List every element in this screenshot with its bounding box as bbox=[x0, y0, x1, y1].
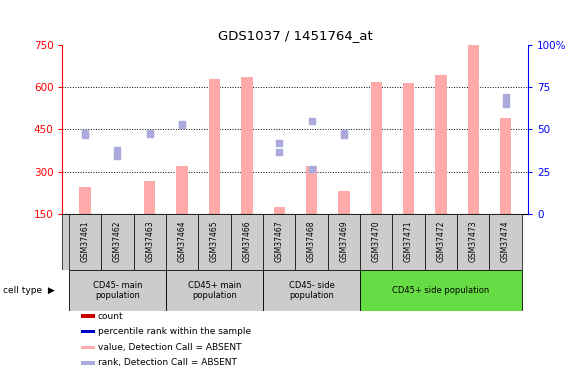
Text: CD45- main
population: CD45- main population bbox=[93, 281, 142, 300]
Bar bbox=[360, 214, 392, 270]
Bar bbox=[338, 191, 349, 214]
Point bbox=[307, 166, 316, 172]
Bar bbox=[209, 79, 220, 214]
Point bbox=[178, 122, 187, 128]
Bar bbox=[467, 45, 479, 214]
Bar bbox=[144, 182, 156, 214]
Bar bbox=[500, 118, 511, 214]
Text: rank, Detection Call = ABSENT: rank, Detection Call = ABSENT bbox=[98, 358, 237, 368]
Bar bbox=[435, 75, 446, 214]
Bar bbox=[81, 346, 95, 349]
Bar bbox=[425, 214, 457, 270]
Point bbox=[501, 94, 510, 100]
Text: CD45+ side population: CD45+ side population bbox=[392, 286, 490, 295]
Text: CD45+ main
population: CD45+ main population bbox=[188, 281, 241, 300]
Text: GSM37461: GSM37461 bbox=[81, 220, 90, 262]
Point bbox=[81, 132, 90, 138]
Bar bbox=[81, 361, 95, 364]
Point bbox=[307, 118, 316, 124]
Bar bbox=[69, 270, 166, 311]
Text: GSM37466: GSM37466 bbox=[243, 220, 252, 262]
Point bbox=[275, 149, 284, 155]
Bar bbox=[457, 214, 490, 270]
Point bbox=[113, 153, 122, 159]
Bar bbox=[81, 330, 95, 333]
Bar bbox=[490, 214, 522, 270]
Bar bbox=[263, 270, 360, 311]
Text: GSM37467: GSM37467 bbox=[275, 220, 283, 262]
Text: GSM37464: GSM37464 bbox=[178, 220, 187, 262]
Bar bbox=[101, 214, 133, 270]
Bar bbox=[360, 270, 522, 311]
Bar bbox=[166, 270, 263, 311]
Point bbox=[339, 132, 348, 138]
Text: percentile rank within the sample: percentile rank within the sample bbox=[98, 327, 251, 336]
Point bbox=[178, 122, 187, 128]
Point bbox=[145, 130, 154, 136]
Text: GSM37474: GSM37474 bbox=[501, 220, 510, 262]
Text: GSM37471: GSM37471 bbox=[404, 220, 413, 262]
Bar bbox=[166, 214, 198, 270]
Text: GSM37462: GSM37462 bbox=[113, 220, 122, 262]
Bar bbox=[392, 214, 425, 270]
Point bbox=[145, 130, 154, 136]
Text: cell type  ▶: cell type ▶ bbox=[3, 286, 55, 295]
Text: GSM37468: GSM37468 bbox=[307, 220, 316, 262]
Point bbox=[275, 140, 284, 146]
Text: CD45- side
population: CD45- side population bbox=[289, 281, 335, 300]
Text: count: count bbox=[98, 312, 123, 321]
Bar bbox=[295, 214, 328, 270]
Bar bbox=[263, 214, 295, 270]
Bar bbox=[274, 207, 285, 214]
Point bbox=[501, 101, 510, 107]
Bar bbox=[133, 214, 166, 270]
Text: GSM37463: GSM37463 bbox=[145, 220, 154, 262]
Text: GSM37465: GSM37465 bbox=[210, 220, 219, 262]
Title: GDS1037 / 1451764_at: GDS1037 / 1451764_at bbox=[218, 30, 373, 42]
Text: GSM37469: GSM37469 bbox=[339, 220, 348, 262]
Text: GSM37472: GSM37472 bbox=[436, 220, 445, 262]
Bar bbox=[370, 82, 382, 214]
Point bbox=[339, 130, 348, 136]
Bar bbox=[69, 214, 101, 270]
Bar bbox=[328, 214, 360, 270]
Text: value, Detection Call = ABSENT: value, Detection Call = ABSENT bbox=[98, 343, 241, 352]
Bar bbox=[177, 166, 188, 214]
Bar bbox=[231, 214, 263, 270]
Point bbox=[113, 147, 122, 153]
Bar bbox=[198, 214, 231, 270]
Bar bbox=[306, 166, 317, 214]
Text: GSM37473: GSM37473 bbox=[469, 220, 478, 262]
Bar bbox=[241, 77, 253, 214]
Bar bbox=[81, 314, 95, 318]
Bar bbox=[80, 187, 91, 214]
Bar bbox=[403, 83, 414, 214]
Point bbox=[81, 130, 90, 136]
Text: GSM37470: GSM37470 bbox=[371, 220, 381, 262]
